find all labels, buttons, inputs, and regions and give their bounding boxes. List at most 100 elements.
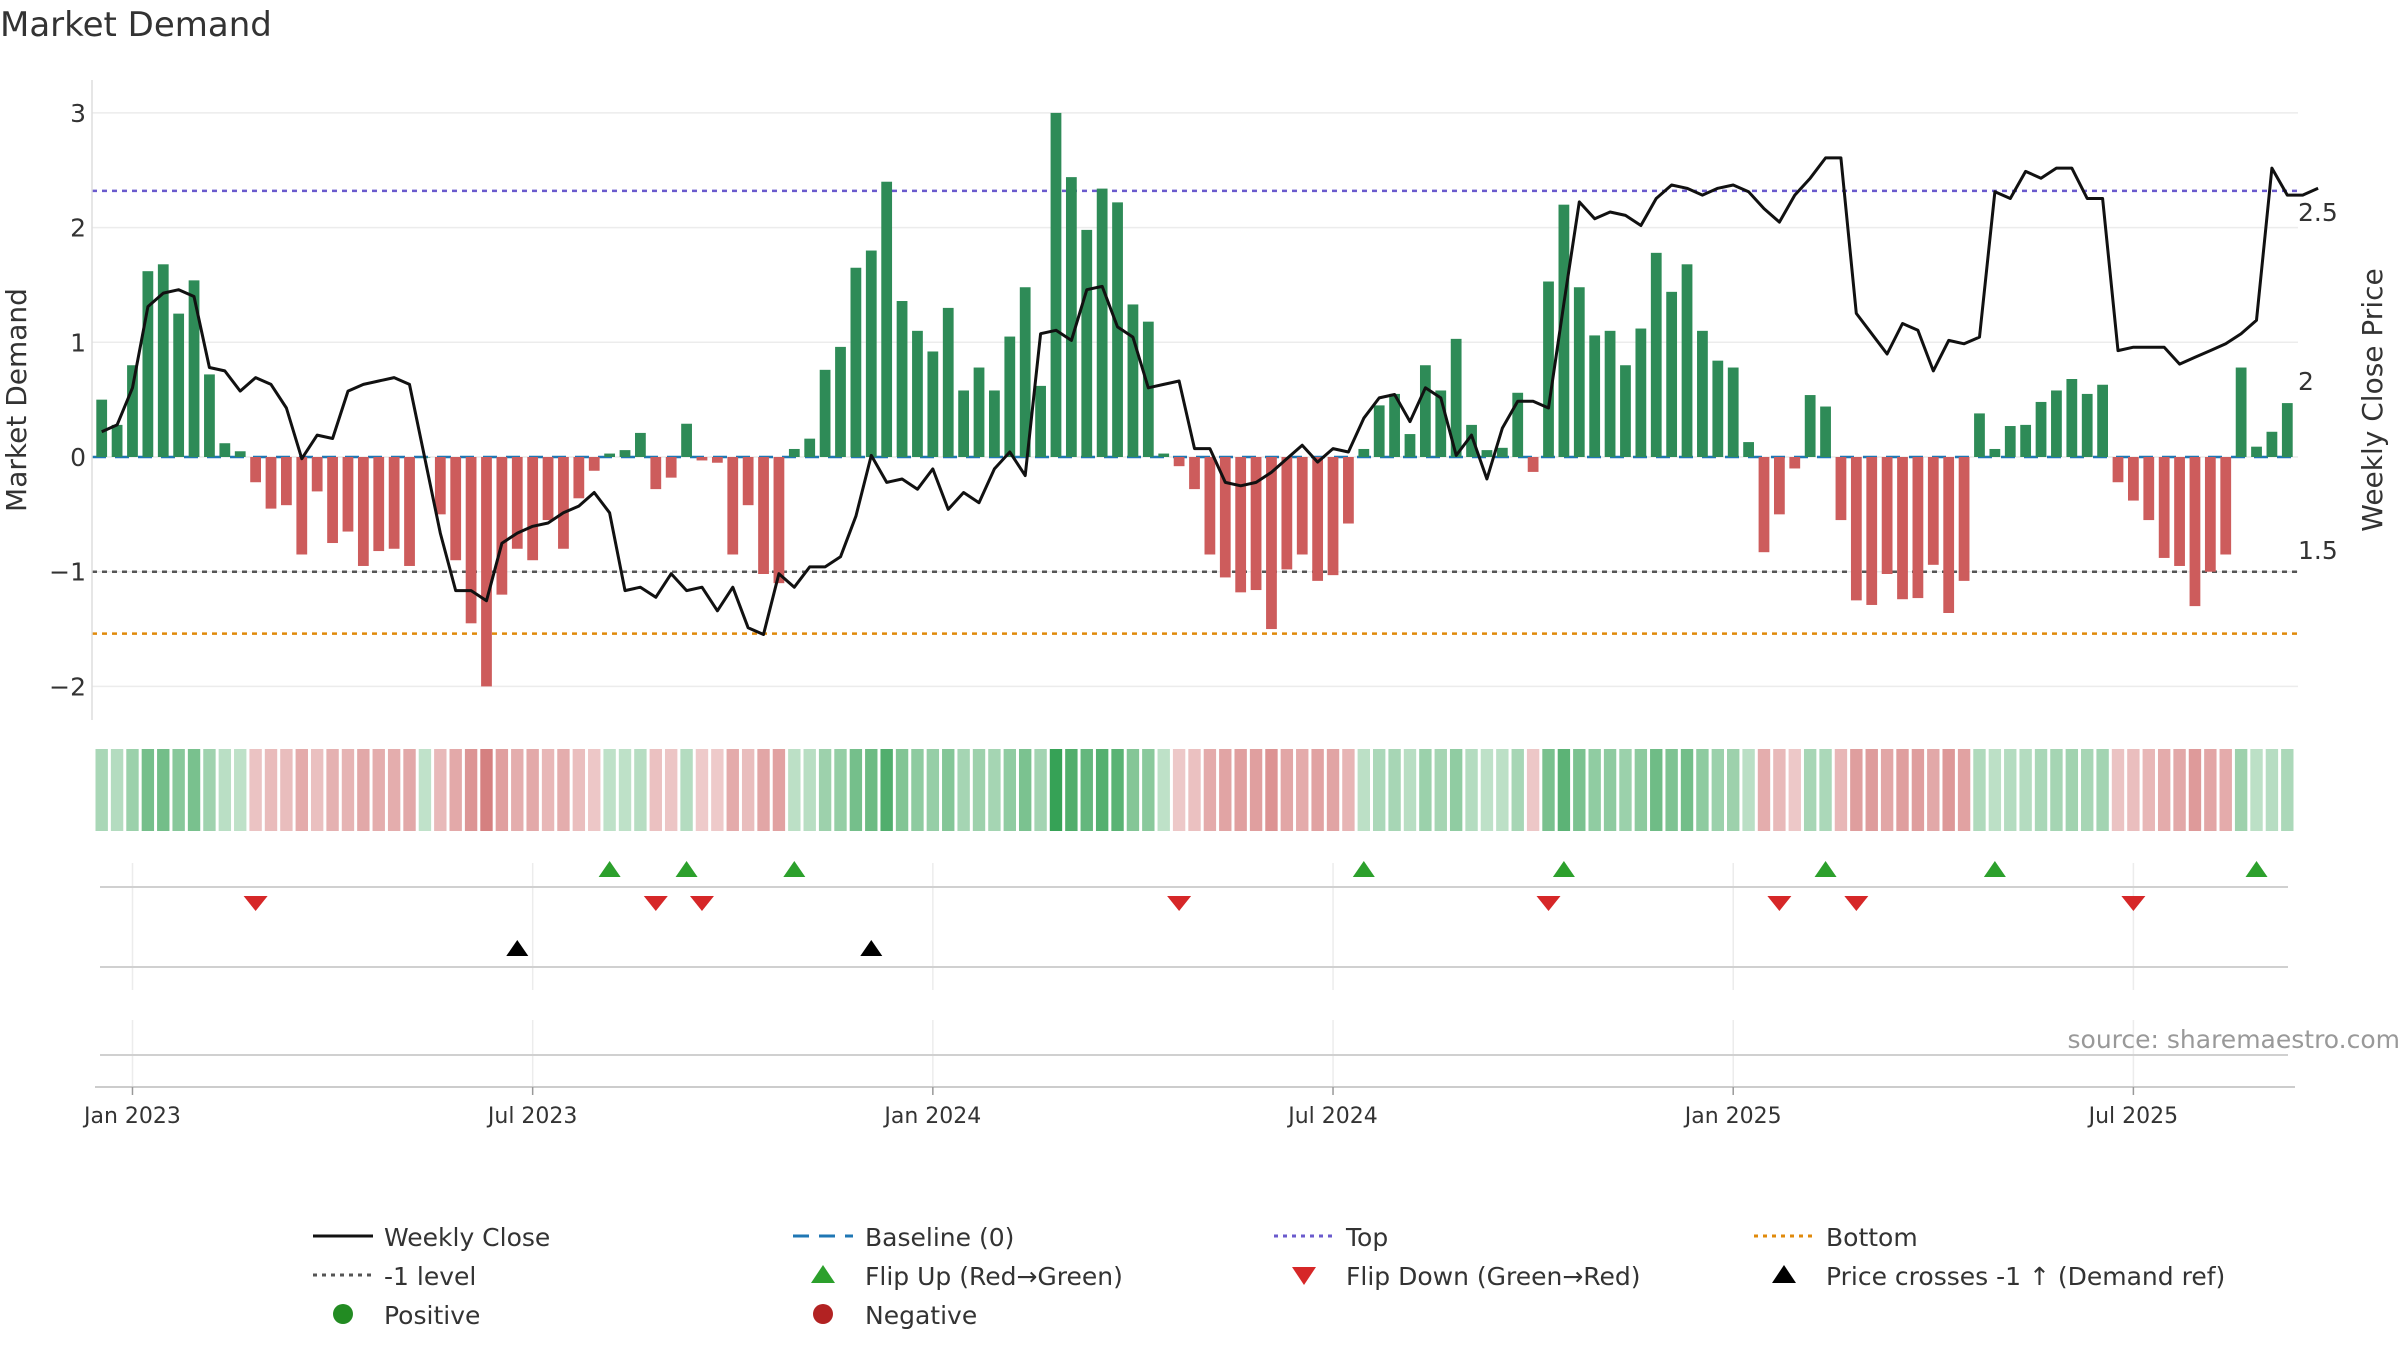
legend-negative-dot bbox=[813, 1304, 833, 1324]
negative-demand-bar bbox=[1296, 457, 1308, 555]
negative-demand-bar bbox=[1173, 457, 1185, 467]
heatstrip-cell bbox=[1172, 749, 1186, 831]
negative-demand-bar bbox=[2158, 457, 2170, 558]
negative-demand-bar bbox=[573, 457, 585, 499]
negative-demand-bar bbox=[450, 457, 462, 561]
negative-demand-bar bbox=[665, 457, 677, 478]
heatstrip-cell bbox=[2142, 749, 2155, 831]
flip-down-marker bbox=[1167, 896, 1192, 911]
negative-demand-bar bbox=[1773, 457, 1785, 515]
negative-demand-bar bbox=[311, 457, 323, 492]
positive-demand-bar bbox=[1142, 321, 1154, 457]
legend-minus-one: -1 level bbox=[313, 1262, 476, 1291]
heatstrip-cell bbox=[1650, 749, 1663, 831]
negative-demand-bar bbox=[2128, 457, 2139, 501]
positive-demand-bar bbox=[1481, 450, 1493, 457]
heatstrip-cell bbox=[1788, 749, 1801, 831]
heatstrip-cell bbox=[403, 749, 416, 831]
heatstrip-cell bbox=[1342, 749, 1355, 831]
heatstrip-cell bbox=[1834, 749, 1848, 831]
positive-demand-bar bbox=[1158, 453, 1170, 457]
negative-demand-bar bbox=[388, 457, 400, 549]
positive-demand-bar bbox=[788, 448, 800, 457]
heatstrip-cell bbox=[1357, 749, 1371, 831]
legend-bottom: Bottom bbox=[1754, 1223, 1918, 1252]
heatstrip-cell bbox=[1603, 749, 1617, 831]
flip-down-marker bbox=[689, 896, 714, 911]
positive-demand-bar bbox=[1050, 112, 1062, 458]
reference-lines bbox=[92, 189, 2298, 635]
y-axis-label: Market Demand bbox=[0, 288, 33, 512]
negative-demand-bar bbox=[2189, 457, 2201, 607]
positive-demand-bar bbox=[1743, 442, 1754, 457]
heatstrip-cell bbox=[1973, 749, 1986, 831]
heatstrip-cell bbox=[372, 749, 385, 831]
positive-demand-bar bbox=[2066, 379, 2078, 457]
heatstrip-cell bbox=[1742, 749, 1755, 831]
positive-demand-bar bbox=[1650, 252, 1662, 457]
positive-demand-bar bbox=[1589, 335, 1601, 457]
x-tick-label: Jul 2024 bbox=[1286, 1104, 1378, 1129]
price-cross-marker bbox=[860, 940, 883, 956]
positive-demand-bar bbox=[835, 346, 846, 457]
heatstrip-cell bbox=[495, 749, 509, 831]
y-tick-label: 3 bbox=[70, 99, 86, 128]
positive-demand-bar bbox=[1712, 360, 1724, 457]
demand-heatstrip bbox=[95, 749, 2294, 831]
x-tick-label: Jan 2023 bbox=[82, 1104, 181, 1129]
heatstrip-cell bbox=[341, 749, 355, 831]
heatstrip-cell bbox=[1219, 749, 1232, 831]
heatstrip-cell bbox=[2157, 749, 2171, 831]
positive-demand-bar bbox=[681, 423, 692, 457]
heatstrip-cell bbox=[1896, 749, 1909, 831]
positive-demand-bar bbox=[1727, 367, 1739, 457]
positive-demand-bar bbox=[204, 374, 215, 457]
positive-demand-bar bbox=[142, 271, 154, 457]
heatstrip-cell bbox=[141, 749, 155, 831]
heatstrip-cell bbox=[1542, 749, 1555, 831]
heatstrip-cell bbox=[326, 749, 339, 831]
heatstrip-cell bbox=[1311, 749, 1324, 831]
positive-demand-bar bbox=[1004, 336, 1016, 457]
positive-demand-bar bbox=[1804, 395, 1816, 457]
negative-demand-bar bbox=[1250, 457, 1262, 591]
legend-weekly-close-label: Weekly Close bbox=[384, 1223, 550, 1252]
heatstrip-cell bbox=[126, 749, 139, 831]
positive-demand-bar bbox=[1404, 434, 1416, 457]
heatstrip-cell bbox=[1619, 749, 1632, 831]
heatstrip-cell bbox=[1557, 749, 1571, 831]
negative-demand-bar bbox=[727, 457, 739, 555]
flip-up-marker bbox=[2245, 861, 2268, 877]
legend-positive-label: Positive bbox=[384, 1301, 480, 1330]
heatstrip-cell bbox=[1573, 749, 1586, 831]
heatstrip-cell bbox=[1126, 749, 1140, 831]
heatstrip-cell bbox=[2034, 749, 2048, 831]
negative-demand-bar bbox=[1881, 457, 1893, 574]
heatstrip-cell bbox=[1034, 749, 1047, 831]
positive-demand-bar bbox=[2266, 431, 2278, 457]
flip-down-marker bbox=[1536, 896, 1561, 911]
legend-price-cross-label: Price crosses -1 ↑ (Demand ref) bbox=[1826, 1262, 2225, 1291]
heatstrip-cell bbox=[757, 749, 770, 831]
heatstrip-cell bbox=[110, 749, 124, 831]
heatstrip-cell bbox=[1942, 749, 1955, 831]
heatstrip-cell bbox=[1988, 749, 2002, 831]
heatstrip-cell bbox=[1419, 749, 1432, 831]
heatstrip-cell bbox=[788, 749, 801, 831]
negative-demand-bar bbox=[357, 457, 369, 566]
heatstrip-cell bbox=[2281, 749, 2294, 831]
heatstrip-cell bbox=[772, 749, 786, 831]
positive-demand-bar bbox=[2235, 367, 2247, 457]
legend-flip-up-icon bbox=[811, 1265, 835, 1283]
heatstrip-cell bbox=[557, 749, 570, 831]
heatstrip-cell bbox=[1803, 749, 1817, 831]
positive-demand-bar bbox=[1681, 264, 1693, 457]
signal-rows bbox=[95, 861, 2295, 1088]
heatstrip-cell bbox=[1296, 749, 1309, 831]
heatstrip-cell bbox=[234, 749, 247, 831]
heatstrip-cell bbox=[634, 749, 647, 831]
legend-positive: Positive bbox=[333, 1301, 480, 1330]
heatstrip-cell bbox=[1157, 749, 1170, 831]
negative-demand-bar bbox=[527, 457, 539, 561]
negative-demand-bar bbox=[696, 457, 708, 461]
